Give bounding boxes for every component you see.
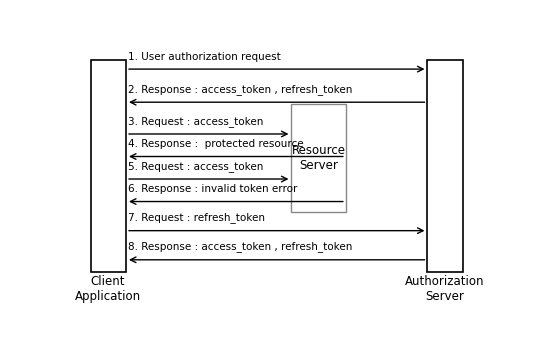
Bar [428, 60, 463, 272]
Text: Authorization
Server: Authorization Server [405, 275, 485, 303]
Text: 4. Response :  protected resource: 4. Response : protected resource [128, 139, 304, 149]
Text: 1. User authorization request: 1. User authorization request [128, 52, 281, 62]
Text: 5. Request : access_token: 5. Request : access_token [128, 161, 264, 172]
Text: 6. Response : invalid token error: 6. Response : invalid token error [128, 184, 298, 194]
Text: 8. Response : access_token , refresh_token: 8. Response : access_token , refresh_tok… [128, 241, 353, 252]
Bar [91, 60, 126, 272]
Bar [292, 104, 346, 212]
Text: 3. Request : access_token: 3. Request : access_token [128, 116, 264, 127]
Text: 7. Request : refresh_token: 7. Request : refresh_token [128, 212, 265, 223]
Text: Client
Application: Client Application [75, 275, 141, 303]
Text: Resource
Server: Resource Server [292, 144, 346, 172]
Text: 2. Response : access_token , refresh_token: 2. Response : access_token , refresh_tok… [128, 84, 353, 95]
